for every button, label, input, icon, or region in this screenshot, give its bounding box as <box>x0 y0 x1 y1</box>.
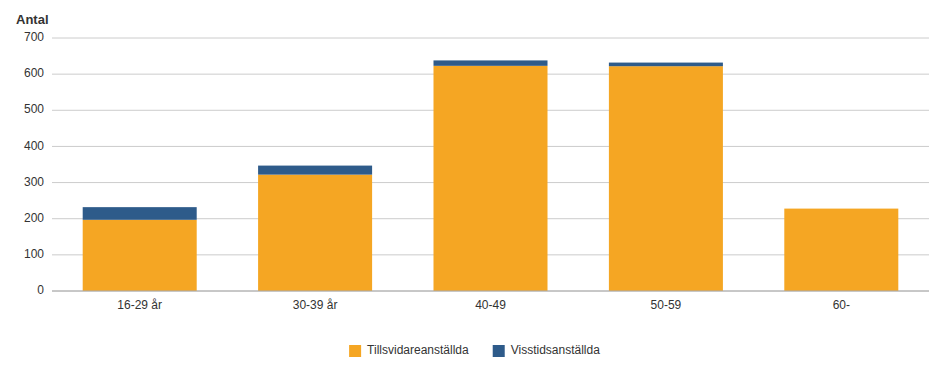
y-tick-label: 600 <box>24 66 44 80</box>
bar-segment <box>83 207 197 220</box>
grid-line <box>52 38 929 39</box>
y-tick-label: 100 <box>24 247 44 261</box>
bar-segment <box>433 60 547 65</box>
bar-segment <box>609 63 723 67</box>
y-tick-label: 200 <box>24 211 44 225</box>
y-tick-label: 400 <box>24 139 44 153</box>
bar-segment <box>784 209 898 291</box>
y-tick-label: 700 <box>24 30 44 44</box>
x-tick-label: 30-39 år <box>293 298 338 312</box>
bar-segment <box>258 175 372 291</box>
grid-line <box>52 291 929 292</box>
chart-svg: 0 100 200 300 400 500 600 700 Antal 16-29 år 30-39… <box>0 0 949 373</box>
y-tick-label: 0 <box>37 283 44 297</box>
x-tick-label: 16-29 år <box>117 298 162 312</box>
x-tick-label: 50-59 <box>651 298 682 312</box>
x-axis-line <box>52 291 929 292</box>
bar-segment <box>433 66 547 291</box>
bar-segment <box>258 166 372 175</box>
x-tick-label: 60- <box>833 298 850 312</box>
bar-segment <box>609 66 723 291</box>
bar-segment <box>83 220 197 291</box>
bars <box>83 60 899 291</box>
y-tick-label: 300 <box>24 175 44 189</box>
legend-label: Visstidsanställda <box>511 343 600 357</box>
y-axis-label: Antal <box>16 12 49 27</box>
x-tick-label: 40-49 <box>475 298 506 312</box>
legend-swatch <box>493 345 505 357</box>
y-tick-label: 500 <box>24 102 44 116</box>
grid <box>52 38 929 291</box>
legend-label: Tillsvidareanställda <box>367 343 469 357</box>
legend-swatch <box>349 345 361 357</box>
bar-segment <box>784 208 898 209</box>
chart-container: 0 100 200 300 400 500 600 700 Antal 16-29 år 30-39… <box>0 0 949 373</box>
legend: Tillsvidareanställda Visstidsanställda <box>349 343 600 357</box>
